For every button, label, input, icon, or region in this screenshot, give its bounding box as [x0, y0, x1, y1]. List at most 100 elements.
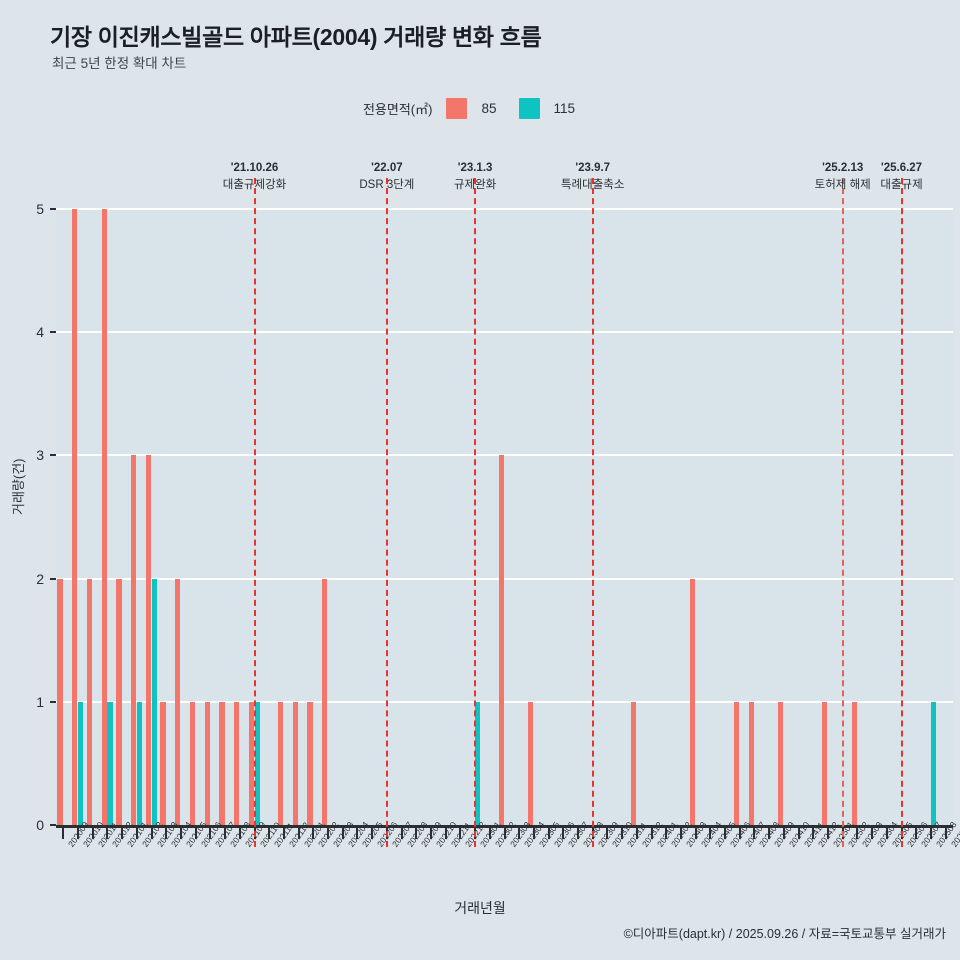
event-line-202506 [900, 178, 903, 847]
x-axis-label: 거래년월 [454, 900, 506, 916]
bar-202010-115[interactable] [78, 701, 84, 825]
x-tick-202011 [91, 828, 94, 839]
bar-202202-85[interactable] [307, 701, 313, 825]
bar-202110-85[interactable] [248, 701, 254, 825]
legend-item-115[interactable]: 115 [518, 98, 576, 119]
bar-202012-115[interactable] [107, 701, 113, 825]
event-name-202309: 특례대출축소 [560, 178, 625, 191]
y-tick-mark-1 [50, 700, 56, 703]
bar-202407-85[interactable] [733, 701, 740, 825]
x-tick-202311 [621, 828, 624, 839]
x-tick-202312 [635, 828, 638, 839]
bar-202201-85[interactable] [292, 701, 299, 825]
x-tick-202306 [547, 828, 550, 839]
bar-202109-85[interactable] [233, 701, 240, 825]
bar-202110-115[interactable] [254, 701, 260, 825]
x-tick-202305 [532, 828, 535, 839]
event-label-202506: '25.6.27 대출규제 [880, 160, 922, 193]
event-line-202502 [841, 178, 844, 847]
x-tick-202308 [577, 828, 580, 839]
x-tick-202407 [738, 828, 741, 839]
event-line-202207 [385, 178, 388, 847]
legend-title: 전용면적(㎡) [362, 102, 433, 117]
gridline-5 [56, 208, 953, 210]
bar-202011-85[interactable] [86, 578, 93, 825]
x-tick-202508 [929, 828, 932, 839]
x-tick-202509 [944, 828, 947, 839]
y-tick-label-5: 5 [36, 201, 44, 217]
x-tick-202402 [665, 828, 668, 839]
bar-202101-85[interactable] [116, 578, 122, 825]
event-date-202506: '25.6.27 [880, 162, 923, 174]
x-tick-202409 [768, 828, 771, 839]
x-tick-202106 [194, 828, 197, 839]
x-tick-202105 [179, 828, 182, 839]
y-tick-label-2: 2 [36, 570, 44, 587]
x-tick-202107 [209, 828, 212, 839]
bar-202106-85[interactable] [189, 701, 196, 825]
footer-credit: ©디아파트(dapt.kr) / 2025.09.26 / 자료=국토교통부 실… [623, 927, 946, 941]
gridline-3 [56, 454, 953, 457]
bar-202102-85[interactable] [130, 455, 137, 825]
bar-202104-85[interactable] [160, 701, 166, 825]
event-line-202309 [591, 178, 594, 847]
event-date-202309: '23.9.7 [575, 162, 611, 174]
x-tick-202203 [327, 828, 330, 839]
x-tick-202507 [915, 828, 918, 839]
x-axis-line [56, 825, 953, 828]
event-line-202110 [253, 178, 256, 847]
legend-label-115: 115 [553, 101, 576, 116]
bar-202408-85[interactable] [748, 701, 754, 825]
bar-202107-85[interactable] [204, 701, 210, 825]
y-tick-mark-2 [50, 577, 56, 580]
bar-202312-85[interactable] [630, 701, 637, 825]
bar-202112-85[interactable] [278, 701, 284, 825]
x-tick-202405 [709, 828, 712, 839]
x-tick-202410 [782, 828, 785, 839]
bar-202203-85[interactable] [322, 578, 328, 825]
event-name-202502: 토허제 해제 [814, 178, 871, 191]
x-tick-202109 [238, 828, 241, 839]
x-tick-202210 [429, 828, 432, 839]
bar-202501-85[interactable] [822, 701, 828, 825]
bar-202102-115[interactable] [136, 701, 143, 825]
bar-202305-85[interactable] [528, 701, 534, 825]
gridline-1 [56, 700, 953, 703]
bar-202105-85[interactable] [175, 578, 181, 825]
bar-202103-115[interactable] [151, 578, 157, 825]
page-title: 기장 이진캐스빌골드 아파트(2004) 거래량 변화 흐름 [50, 24, 542, 50]
bar-202404-85[interactable] [689, 578, 696, 825]
y-tick-label-0: 0 [36, 817, 44, 833]
event-date-202301: '23.1.3 [457, 162, 493, 174]
bar-202301-115[interactable] [475, 701, 481, 825]
x-tick-202503 [856, 828, 859, 839]
x-tick-202401 [650, 828, 653, 839]
event-name-202506: 대출규제 [880, 178, 923, 191]
bar-202009-85[interactable] [57, 578, 63, 825]
legend-item-85[interactable]: 85 [446, 98, 497, 119]
x-tick-202208 [400, 828, 403, 839]
x-tick-202408 [753, 828, 756, 839]
x-tick-202209 [415, 828, 418, 839]
bar-202010-85[interactable] [72, 209, 78, 825]
x-tick-202303 [503, 828, 506, 839]
bar-202410-85[interactable] [778, 701, 784, 825]
x-tick-202010 [77, 828, 80, 839]
event-label-202110: '21.10.26 대출규제강화 [223, 160, 286, 193]
x-tick-202412 [812, 828, 815, 839]
bar-202303-85[interactable] [498, 455, 504, 825]
bar-202103-85[interactable] [145, 455, 151, 825]
bar-202108-85[interactable] [219, 701, 225, 825]
event-label-202502: '25.2.13 토허제 해제 [815, 160, 871, 193]
x-tick-202104 [165, 828, 168, 839]
bar-202012-85[interactable] [101, 209, 107, 825]
x-tick-202202 [312, 828, 315, 839]
x-tick-202108 [224, 828, 227, 839]
bar-202503-85[interactable] [851, 701, 857, 825]
bar-202508-115[interactable] [930, 701, 937, 825]
x-tick-202102 [135, 828, 138, 839]
x-tick-202304 [518, 828, 521, 839]
event-date-202207: '22.07 [371, 162, 403, 174]
x-tick-202504 [871, 828, 874, 839]
